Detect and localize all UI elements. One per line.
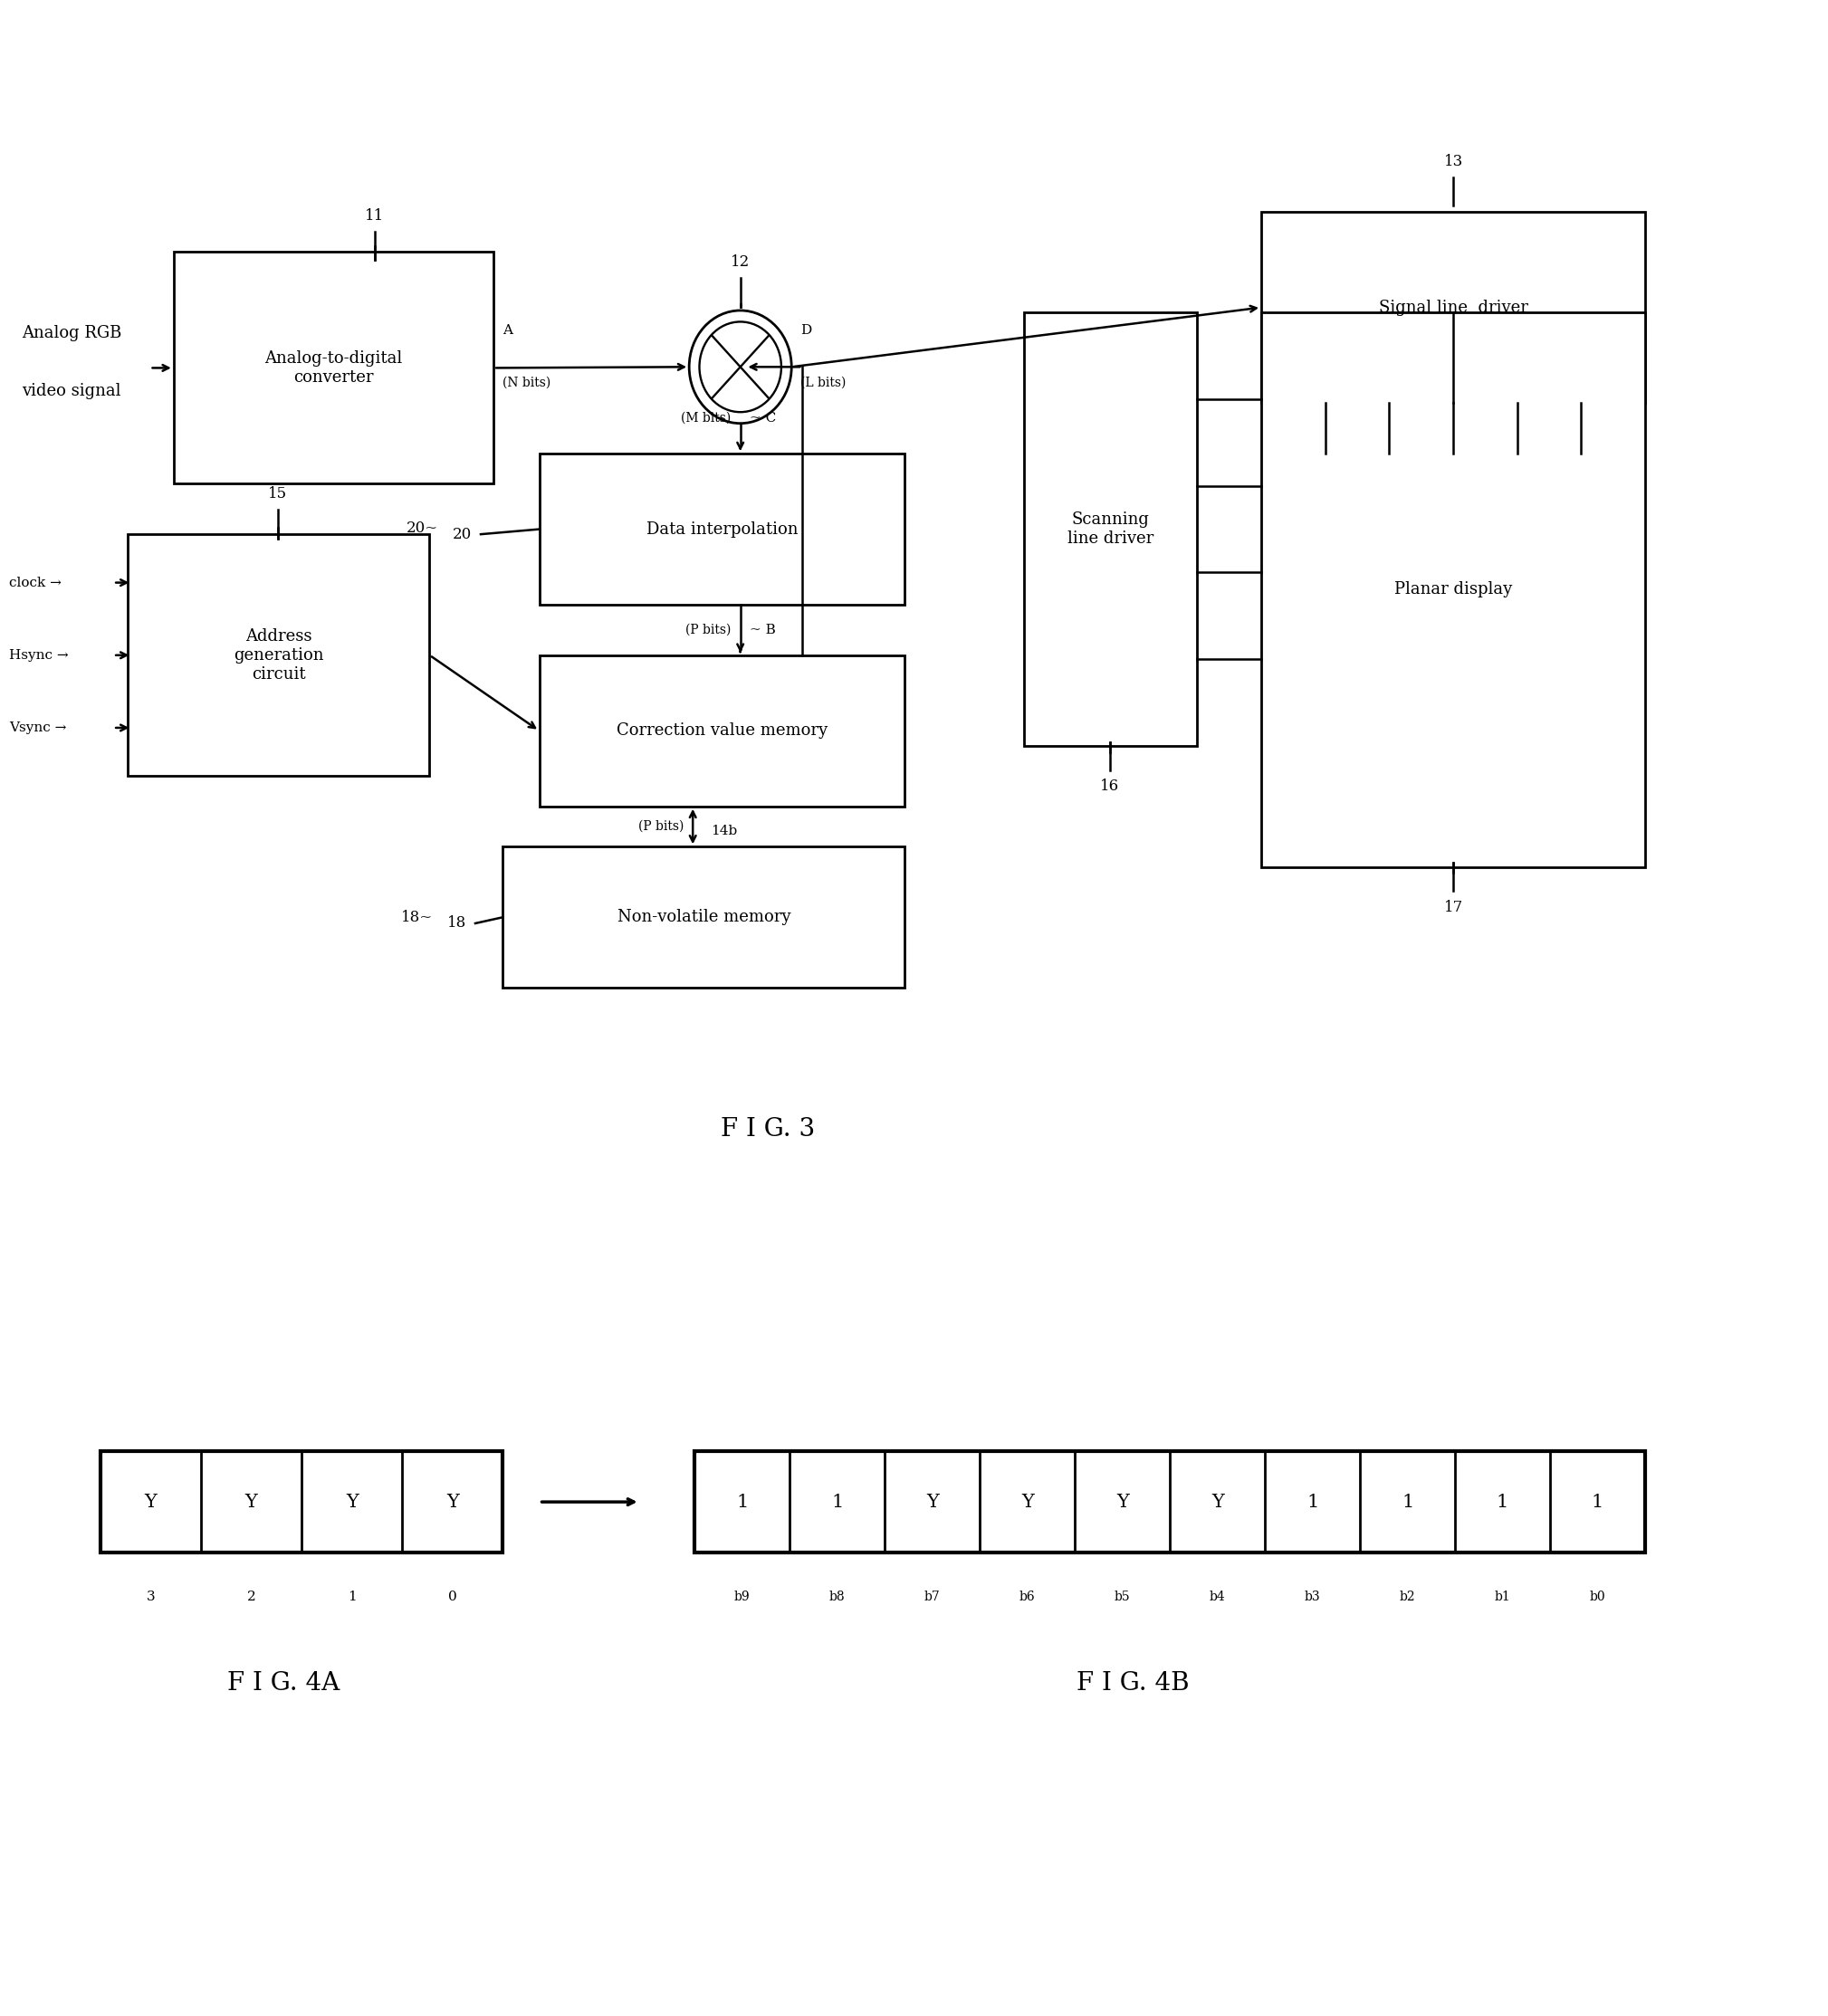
Text: Y: Y (1212, 1494, 1223, 1510)
Text: b8: b8 (830, 1591, 845, 1603)
FancyBboxPatch shape (503, 847, 905, 988)
Text: Y: Y (927, 1494, 938, 1510)
Text: (P bits): (P bits) (686, 623, 731, 637)
FancyBboxPatch shape (174, 252, 494, 484)
Text: b4: b4 (1210, 1591, 1225, 1603)
Text: 0: 0 (448, 1591, 457, 1603)
Text: b0: b0 (1590, 1591, 1605, 1603)
Text: Y: Y (345, 1494, 358, 1510)
Text: b6: b6 (1020, 1591, 1035, 1603)
Text: Analog RGB: Analog RGB (22, 325, 122, 341)
Text: 1: 1 (1497, 1494, 1508, 1510)
Text: Y: Y (1022, 1494, 1033, 1510)
Text: ~ C: ~ C (749, 411, 775, 425)
Text: (N bits): (N bits) (503, 377, 550, 389)
Text: b9: b9 (735, 1591, 749, 1603)
Text: 18~: 18~ (402, 909, 433, 925)
Text: 1: 1 (1592, 1494, 1603, 1510)
Text: Address
generation
circuit: Address generation circuit (234, 629, 324, 681)
Text: Planar display: Planar display (1395, 581, 1512, 599)
Text: 2: 2 (247, 1591, 256, 1603)
Text: Analog-to-digital
converter: Analog-to-digital converter (265, 351, 402, 385)
Text: 13: 13 (1444, 153, 1462, 169)
Text: b7: b7 (925, 1591, 940, 1603)
Text: Y: Y (245, 1494, 258, 1510)
Text: Scanning
line driver: Scanning line driver (1068, 512, 1153, 546)
FancyBboxPatch shape (1261, 212, 1645, 403)
Circle shape (689, 310, 792, 423)
Text: 20: 20 (452, 526, 472, 542)
Text: 16: 16 (1100, 778, 1119, 794)
Text: 14b: 14b (711, 825, 737, 837)
FancyBboxPatch shape (539, 655, 905, 806)
Text: 1: 1 (832, 1494, 843, 1510)
Text: 1: 1 (1402, 1494, 1413, 1510)
Text: Hsync →: Hsync → (9, 649, 69, 661)
Text: 18: 18 (446, 915, 466, 931)
Text: (L bits): (L bits) (801, 377, 846, 389)
FancyBboxPatch shape (1261, 312, 1645, 867)
Text: Vsync →: Vsync → (9, 722, 66, 734)
Text: F I G. 4B: F I G. 4B (1077, 1671, 1190, 1695)
Text: clock →: clock → (9, 577, 62, 589)
Text: D: D (801, 325, 812, 337)
Text: Data interpolation: Data interpolation (647, 520, 797, 538)
FancyBboxPatch shape (539, 454, 905, 605)
Text: b2: b2 (1400, 1591, 1415, 1603)
Text: ~ B: ~ B (749, 623, 775, 637)
Text: b1: b1 (1495, 1591, 1510, 1603)
Text: Non-volatile memory: Non-volatile memory (618, 909, 790, 925)
Text: Signal line  driver: Signal line driver (1378, 298, 1528, 317)
Text: Y: Y (446, 1494, 459, 1510)
Text: 20~: 20~ (408, 520, 439, 536)
Text: 1: 1 (737, 1494, 748, 1510)
Text: 12: 12 (731, 254, 749, 270)
Text: Y: Y (144, 1494, 157, 1510)
Text: 17: 17 (1444, 899, 1462, 915)
Text: (M bits): (M bits) (682, 411, 731, 425)
Text: F I G. 4A: F I G. 4A (227, 1671, 340, 1695)
Text: Correction value memory: Correction value memory (616, 722, 828, 740)
Text: 1: 1 (347, 1591, 356, 1603)
Text: 3: 3 (146, 1591, 155, 1603)
Text: b3: b3 (1305, 1591, 1320, 1603)
Text: b5: b5 (1115, 1591, 1130, 1603)
Text: 1: 1 (1307, 1494, 1318, 1510)
Text: F I G. 3: F I G. 3 (720, 1117, 815, 1141)
Text: 11: 11 (366, 208, 384, 224)
Text: A: A (503, 325, 512, 337)
FancyBboxPatch shape (1024, 312, 1197, 746)
FancyBboxPatch shape (101, 1452, 503, 1552)
Text: Y: Y (1117, 1494, 1128, 1510)
FancyBboxPatch shape (695, 1452, 1645, 1552)
FancyBboxPatch shape (128, 534, 430, 776)
Text: (P bits): (P bits) (638, 821, 684, 833)
Text: video signal: video signal (22, 383, 121, 399)
Text: 15: 15 (269, 486, 287, 502)
